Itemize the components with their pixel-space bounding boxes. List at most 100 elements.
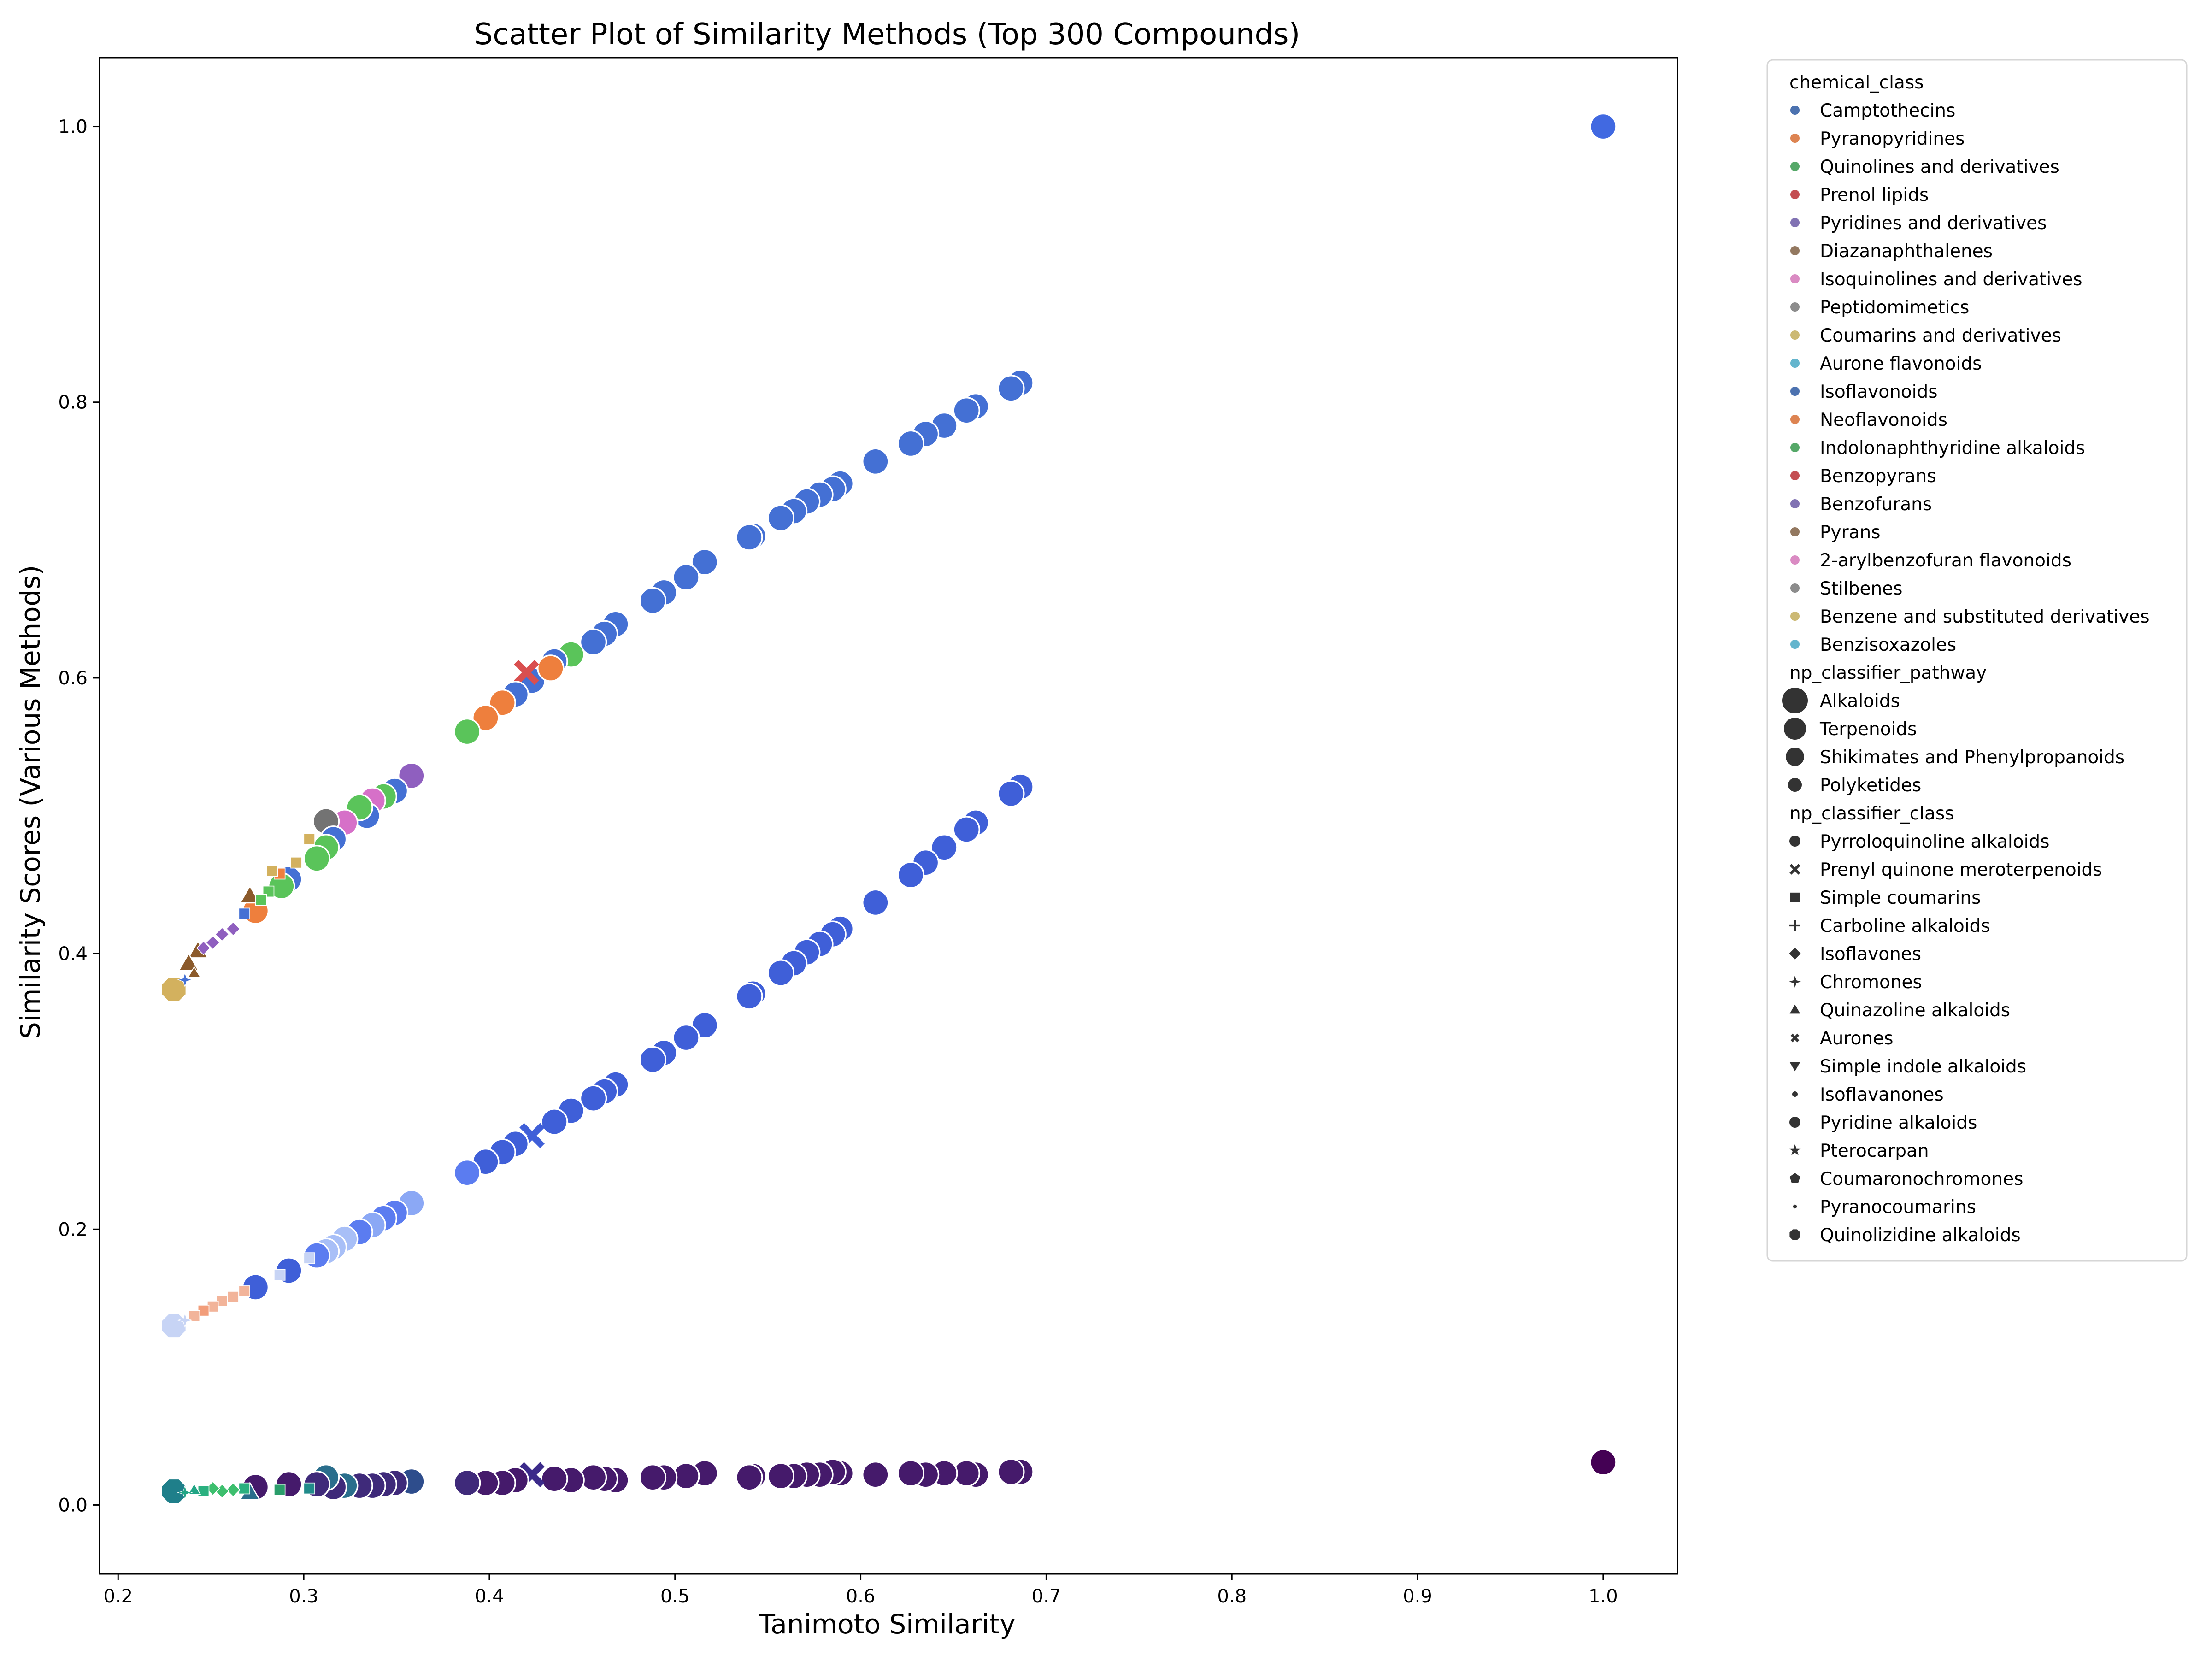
legend-marker (1789, 1117, 1800, 1128)
data-point (1589, 112, 1617, 141)
data-point (303, 845, 330, 872)
legend-marker (1792, 1091, 1798, 1097)
legend-marker (1789, 948, 1801, 960)
data-point (226, 1482, 241, 1497)
legend-entry-label: Peptidomimetics (1820, 297, 1969, 318)
legend-entry-label: Pyrroloquinoline alkaloids (1820, 831, 2050, 852)
legend-marker (1789, 920, 1800, 931)
y-tick-label: 0.6 (58, 668, 88, 689)
legend-entry-label: Prenyl quinone meroterpenoids (1820, 860, 2102, 880)
data-point (453, 1159, 481, 1187)
legend-marker (1790, 302, 1800, 312)
legend-marker (1790, 555, 1800, 565)
legend-marker (1789, 1173, 1800, 1183)
legend-marker (1790, 330, 1800, 340)
legend-marker (1789, 1144, 1801, 1155)
legend-entry-label: Isoflavonoids (1820, 382, 1938, 402)
data-point (197, 1485, 210, 1497)
data-point (177, 1484, 193, 1501)
data-point (273, 1484, 286, 1496)
data-point (639, 1046, 667, 1074)
data-point (897, 1459, 925, 1487)
data-point (537, 654, 565, 682)
data-point (290, 856, 302, 869)
data-point (188, 1310, 200, 1322)
legend-entry-label: Coumaronochromones (1820, 1169, 2023, 1190)
legend-marker (1789, 1229, 1800, 1240)
data-point (862, 889, 889, 917)
data-point (639, 587, 667, 615)
data-point (897, 430, 925, 458)
legend-marker (1790, 387, 1800, 396)
x-tick-label: 1.0 (1588, 1586, 1618, 1607)
plot-frame (99, 57, 1678, 1575)
legend-entry-label: Isoquinolines and derivatives (1820, 269, 2083, 290)
legend-entry-label: Alkaloids (1820, 691, 1900, 712)
legend-marker (1790, 443, 1800, 452)
x-tick-label: 0.4 (475, 1586, 504, 1607)
data-point (579, 1084, 607, 1112)
legend-marker (1789, 864, 1800, 875)
data-point (178, 952, 200, 971)
x-tick-label: 0.6 (846, 1586, 876, 1607)
x-tick-label: 0.8 (1217, 1586, 1247, 1607)
legend-marker (1793, 1204, 1797, 1209)
legend-marker (1788, 975, 1801, 988)
legend-marker (1790, 134, 1800, 143)
data-point (226, 921, 241, 937)
legend-entry-label: Quinolines and derivatives (1820, 157, 2059, 177)
legend-entry-label: Benzisoxazoles (1820, 635, 1956, 655)
chart-title: Scatter Plot of Similarity Methods (Top … (474, 18, 1300, 52)
x-axis-label: Tanimoto Similarity (758, 1608, 1015, 1640)
legend-entry-label: Benzene and substituted derivatives (1820, 607, 2150, 627)
legend-marker (1790, 892, 1800, 902)
x-tick-label: 0.3 (289, 1586, 318, 1607)
data-point (735, 524, 763, 551)
data-point (862, 448, 889, 476)
data-point (160, 1478, 187, 1505)
legend-entry-label: Pyrans (1820, 522, 1881, 543)
legend-entry-label: Terpenoids (1819, 719, 1917, 740)
data-point (160, 1312, 187, 1339)
legend-marker (1790, 359, 1800, 368)
data-point (767, 504, 795, 532)
data-point (639, 1463, 667, 1491)
data-point (453, 1469, 481, 1497)
legend-entry-label: Pyranopyridines (1820, 129, 1965, 149)
x-tick-label: 0.2 (103, 1586, 133, 1607)
legend-marker (1790, 471, 1800, 480)
legend-group-title: np_classifier_class (1789, 803, 1954, 824)
legend-entry-label: Isoflavanones (1820, 1084, 1944, 1105)
legend-entry-label: Shikimates and Phenylpropanoids (1820, 747, 2124, 768)
legend-entry-label: Camptothecins (1820, 100, 1955, 121)
legend-marker (1790, 612, 1800, 621)
data-point (862, 1461, 889, 1489)
y-tick-label: 0.2 (58, 1219, 88, 1240)
legend-entry-label: Pyridines and derivatives (1820, 213, 2047, 234)
legend-entry-label: Aurone flavonoids (1820, 353, 1982, 374)
legend-entry-label: Aurones (1820, 1028, 1893, 1049)
legend-entry-label: Neoflavonoids (1820, 410, 1947, 430)
legend: chemical_class Camptothecins Pyranopyridin… (1766, 59, 2188, 1262)
x-tick-label: 0.7 (1032, 1586, 1061, 1607)
legend-marker (1790, 274, 1800, 283)
data-point (187, 966, 201, 978)
data-point (953, 396, 980, 424)
legend-marker (1782, 688, 1808, 713)
legend-marker (1789, 1004, 1800, 1014)
data-point (266, 865, 278, 877)
data-point (997, 780, 1025, 807)
data-point (541, 1465, 568, 1493)
legend-entry-label: Prenol lipids (1820, 185, 1929, 206)
legend-entry-label: Benzofurans (1820, 494, 1932, 515)
data-point (177, 1312, 193, 1328)
legend-entry-label: Coumarins and derivatives (1820, 325, 2061, 346)
data-point (767, 959, 795, 987)
legend-entry-label: Pyranocoumarins (1820, 1197, 1976, 1218)
legend-entry-label: 2-arylbenzofuran flavonoids (1820, 550, 2071, 571)
data-point (238, 1285, 250, 1297)
legend-marker (1789, 836, 1800, 847)
data-point (767, 1462, 795, 1490)
legend-marker (1790, 218, 1800, 227)
x-tick-label: 0.9 (1403, 1586, 1432, 1607)
